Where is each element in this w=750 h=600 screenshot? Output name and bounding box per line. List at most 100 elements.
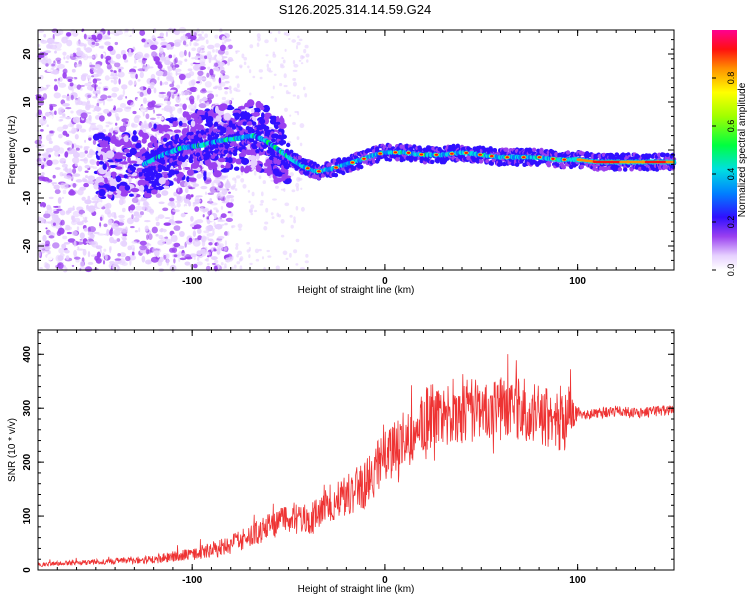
spectrogram-speckle <box>137 200 141 205</box>
spectrogram-ridge-edge <box>299 170 305 175</box>
spectrogram-speckle <box>206 217 210 220</box>
spectrogram-speckle <box>188 104 195 110</box>
spectrogram-speckle <box>76 123 80 129</box>
spectrogram-speckle <box>254 248 259 254</box>
spectrogram-speckle <box>73 77 78 80</box>
spectrogram-speckle <box>221 201 228 204</box>
spectrogram-speckle <box>248 200 251 204</box>
spectrogram-blob <box>255 153 260 161</box>
spectrogram-ridge-edge <box>637 166 643 172</box>
spectrogram-speckle <box>218 61 225 67</box>
spectrogram-blob <box>114 157 123 162</box>
spectrogram-speckle <box>302 86 306 91</box>
spectrogram-blob <box>110 135 117 141</box>
spectrogram-speckle <box>197 94 200 99</box>
spectrogram-speckle <box>145 259 152 265</box>
spectrogram-speckle <box>200 49 209 56</box>
spectrogram-speckle <box>174 57 178 64</box>
spectrogram-speckle <box>142 107 149 111</box>
spectrogram-speckle <box>82 238 88 246</box>
spectrogram-speckle <box>97 86 101 90</box>
spectrogram-speckle <box>259 76 263 80</box>
spectrogram-blob <box>104 177 108 184</box>
spectrogram-speckle <box>212 67 220 71</box>
spectrogram-speckle <box>98 45 104 49</box>
spectrogram-speckle <box>150 44 158 51</box>
spectrogram-speckle <box>269 31 273 34</box>
spectrogram-speckle <box>63 241 70 245</box>
spectrogram-speckle <box>225 46 230 51</box>
spectrogram-speckle <box>178 73 186 81</box>
spectrogram-speckle <box>119 252 127 258</box>
spectrogram-speckle <box>235 50 240 53</box>
spectrogram-speckle <box>159 256 164 263</box>
spectrogram-speckle <box>167 202 176 207</box>
spectrogram-speckle <box>63 168 66 171</box>
spectrogram-ridge-edge <box>242 121 247 126</box>
spectrogram-speckle <box>164 104 173 112</box>
spectrogram-speckle <box>192 214 197 218</box>
spectrogram-speckle <box>259 203 264 206</box>
spectrogram-speckle <box>208 58 212 64</box>
spectrogram-tone <box>625 160 628 164</box>
spectrogram-blob <box>157 185 163 191</box>
spectrogram-tone <box>588 159 591 163</box>
spectrogram-speckle <box>125 255 131 262</box>
spectrogram-speckle <box>239 265 243 271</box>
spectrogram-speckle <box>75 179 83 183</box>
spectrogram-speckle <box>111 92 118 98</box>
spectrogram-speckle <box>105 124 110 128</box>
spectrogram-speckle <box>197 228 202 235</box>
spectrogram-speckle <box>206 179 212 182</box>
spectrogram-speckle <box>224 39 227 44</box>
spectrogram-speckle <box>265 54 269 57</box>
spectrogram-speckle <box>238 228 242 231</box>
spectrogram-speckle <box>45 227 48 230</box>
spectrogram-blob <box>204 123 211 127</box>
spectrogram-speckle <box>144 205 149 209</box>
spectrogram-speckle <box>79 128 87 133</box>
spectrogram-speckle <box>193 224 202 229</box>
spectrogram-speckle <box>229 89 233 94</box>
spectrogram-speckle <box>128 71 136 75</box>
spectrogram-speckle <box>65 255 70 260</box>
spectrogram-speckle <box>296 41 301 46</box>
spectrogram-speckle <box>54 50 57 54</box>
spectrogram-speckle <box>125 121 129 125</box>
spectrogram-speckle <box>163 222 172 226</box>
spectrogram-speckle <box>298 59 302 62</box>
spectrogram-tone <box>577 158 580 161</box>
spectrogram-speckle <box>204 191 208 195</box>
spectrogram-speckle <box>161 45 168 48</box>
spectrogram-blob <box>150 189 158 195</box>
spectrogram-speckle <box>233 183 237 188</box>
spectrogram-speckle <box>267 255 272 258</box>
spectrogram-speckle <box>59 210 66 216</box>
spectrogram-speckle <box>149 82 155 87</box>
spectrogram-ridge-edge <box>212 128 218 133</box>
spectrogram-peak <box>434 153 439 156</box>
spectrogram-ridge-edge <box>333 173 339 178</box>
spectrogram-speckle <box>131 214 134 219</box>
spectrogram-speckle <box>226 179 229 186</box>
spectrogram-tone <box>640 160 643 164</box>
spectrogram-tone <box>670 160 673 164</box>
spectrogram-speckle <box>281 57 284 60</box>
spectrogram-speckle <box>106 98 114 102</box>
spectrogram-ridge-edge <box>149 170 154 175</box>
spectrogram-speckle <box>119 125 127 133</box>
spectrogram-xtick-label: 100 <box>569 276 586 287</box>
spectrogram-speckle <box>79 87 83 91</box>
spectrogram-speckle <box>196 250 202 256</box>
spectrogram-speckle <box>223 231 229 236</box>
spectrogram-speckle <box>199 89 207 94</box>
spectrogram-speckle <box>59 116 67 119</box>
spectrogram-speckle <box>62 102 70 107</box>
spectrogram-speckle <box>60 182 65 189</box>
spectrogram-speckle <box>184 261 191 266</box>
spectrogram-speckle <box>118 198 124 206</box>
spectrogram-speckle <box>126 127 131 131</box>
spectrogram-speckle <box>49 103 53 108</box>
spectrogram-blob <box>195 124 205 131</box>
spectrogram-speckle <box>85 47 93 53</box>
